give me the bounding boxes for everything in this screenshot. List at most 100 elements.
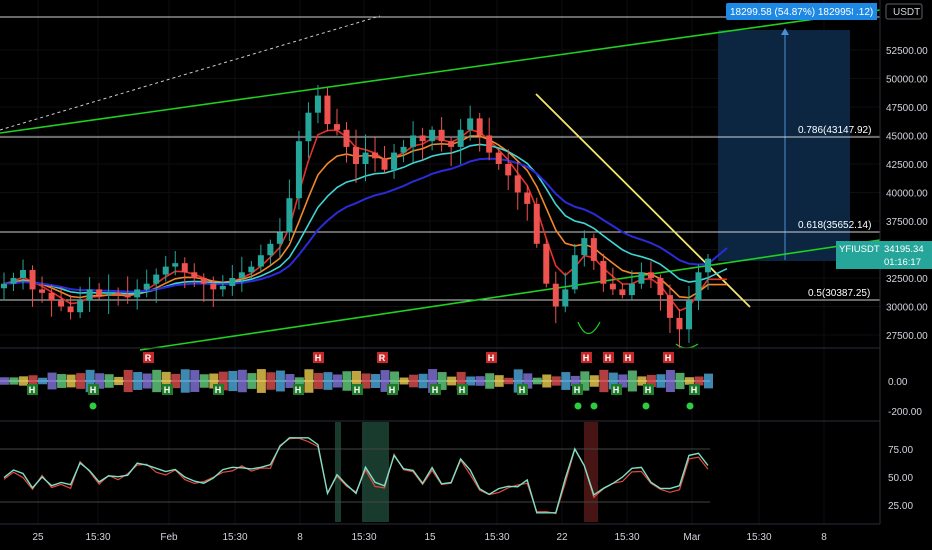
osc-bar (428, 369, 438, 393)
osc-bar (294, 377, 304, 385)
candle-body (590, 238, 597, 261)
ema-line (3, 157, 728, 293)
signal-marker-h: H (354, 385, 361, 395)
candle-body (67, 306, 74, 313)
candle-body (96, 289, 103, 296)
candle-body (153, 274, 160, 284)
osc-bar (123, 369, 133, 393)
osc-bar (532, 377, 542, 385)
osc-tick-label: 0.00 (888, 377, 908, 388)
candlesticks (1, 84, 711, 348)
candle-body (524, 192, 531, 204)
trend-lines[interactable] (0, 9, 881, 351)
price-tick-label: 47500.00 (886, 103, 928, 114)
time-tick-label: 8 (821, 532, 827, 543)
signal-marker-h: H (432, 385, 439, 395)
osc-bar (38, 377, 48, 385)
rsi-line (3, 437, 709, 514)
osc-bar (66, 374, 76, 388)
candle-body (58, 300, 65, 307)
ema-line (3, 135, 727, 299)
svg-text:18299.58 (54.87%) 1829958: 18299.58 (54.87%) 1829958 (730, 7, 857, 18)
osc-bar (9, 377, 19, 385)
price-axis[interactable]: 52500.00 50000.00 47500.00 45000.00 42500.00… (886, 46, 928, 512)
candle-body (353, 146, 359, 164)
signal-marker-top: H (315, 353, 322, 363)
time-tick-label: 15:30 (351, 532, 376, 543)
svg-text:.12): .12) (856, 7, 873, 18)
candle-body (400, 146, 407, 153)
signal-dot (89, 402, 97, 410)
time-tick-label: 22 (556, 532, 568, 543)
lower-channel-line[interactable] (139, 239, 881, 351)
candle-body (533, 203, 540, 244)
osc-bar (437, 372, 447, 390)
rsi-pane[interactable] (0, 422, 710, 522)
candle-body (29, 270, 36, 290)
price-tick-label: 42500.00 (886, 160, 928, 171)
osc-bar (551, 376, 561, 386)
candle-body (581, 238, 588, 256)
candle-body (124, 295, 131, 298)
candle-body (343, 129, 350, 147)
candle-body (381, 158, 388, 170)
candle-body (333, 124, 340, 130)
candle-body (210, 283, 217, 290)
price-tick-label: 27500.00 (886, 331, 928, 342)
osc-bar (28, 375, 38, 387)
svg-text:34195.34: 34195.34 (884, 244, 924, 255)
time-tick-label: Mar (683, 532, 701, 543)
time-tick-label: Feb (160, 532, 178, 543)
fib-label: 0.5(30387.25) (808, 288, 870, 299)
osc-bar (447, 376, 457, 386)
candle-body (552, 283, 559, 307)
price-tick-label: 32500.00 (886, 274, 928, 285)
osc-bar (114, 376, 124, 386)
signal-marker-h: H (519, 385, 526, 395)
candle-body (562, 289, 569, 307)
osc-bar (637, 376, 647, 386)
osc-bar (456, 371, 466, 391)
time-tick-label: 15:30 (222, 532, 247, 543)
osc-bar (599, 369, 609, 393)
candle-body (571, 255, 578, 290)
upper-channel-line[interactable] (0, 9, 881, 134)
candle-body (486, 135, 493, 153)
oscillator-pane[interactable]: H H H H H H H H H H H H H H R H R H H H H H (0, 352, 713, 410)
osc-bar (76, 373, 86, 389)
time-tick-label: 8 (297, 532, 303, 543)
rsi-tick-label: 25.00 (888, 501, 913, 512)
moving-averages (3, 128, 728, 312)
candle-body (295, 141, 302, 199)
osc-bar (684, 377, 694, 385)
osc-bar (371, 374, 381, 388)
candle-body (20, 270, 27, 278)
candle-body (429, 129, 436, 142)
osc-bar (133, 372, 143, 390)
fib-label: 0.786(43147.92) (798, 125, 871, 136)
osc-bar (342, 371, 352, 391)
candle-body (143, 283, 150, 290)
signal-dot (574, 402, 582, 410)
osc-bar (304, 369, 314, 393)
time-axis[interactable]: 25 15:30 Feb 15:30 8 15:30 15 15:30 22 15:30 Mar 15… (0, 523, 880, 543)
candle-body (419, 135, 426, 142)
osc-bar (380, 370, 390, 392)
last-price-tag: YFIUSDT 34195.34 01:16:17 (836, 241, 932, 269)
signal-marker-top: R (145, 353, 152, 363)
osc-bar (466, 376, 476, 386)
candle-body (77, 300, 84, 313)
currency-label[interactable]: USDT (885, 3, 923, 20)
dashed-ray[interactable] (0, 15, 381, 131)
descending-trendline[interactable] (535, 93, 751, 308)
price-range-measure[interactable] (718, 28, 850, 261)
time-tick-label: 15:30 (614, 532, 639, 543)
osc-bar (694, 376, 704, 386)
candle-body (276, 232, 283, 244)
candle-body (219, 285, 226, 290)
signal-marker-h: H (691, 385, 698, 395)
candle-body (705, 258, 711, 273)
osc-bar (218, 371, 228, 391)
candle-body (543, 243, 550, 284)
